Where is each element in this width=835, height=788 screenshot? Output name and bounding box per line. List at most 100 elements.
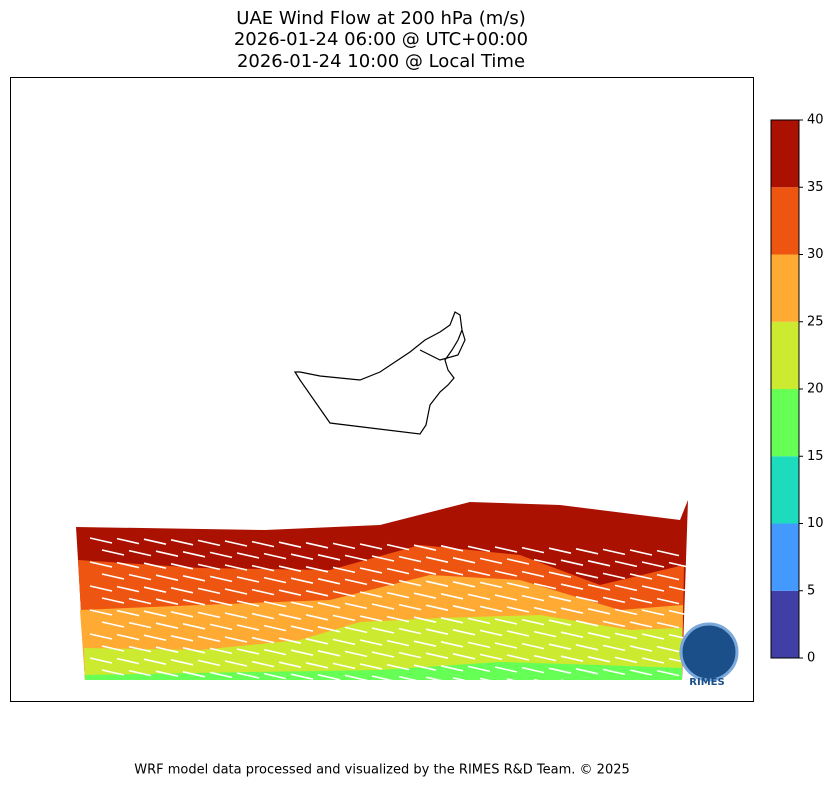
wind-arrow bbox=[317, 578, 341, 585]
wind-arrow bbox=[506, 582, 530, 589]
wind-arrow bbox=[116, 609, 140, 617]
wind-arrow bbox=[359, 663, 383, 670]
wind-arrow bbox=[440, 569, 464, 576]
wind-arrow bbox=[89, 585, 113, 592]
wind-arrow bbox=[533, 606, 557, 614]
wind-arrow bbox=[398, 651, 422, 659]
wind-arrow bbox=[629, 621, 653, 628]
wind-arrow bbox=[236, 552, 260, 559]
wind-arrow bbox=[263, 576, 287, 584]
wind-arrow bbox=[479, 557, 503, 565]
wind-arrow bbox=[251, 636, 275, 644]
colorbar-tick-label: 10 bbox=[807, 516, 824, 531]
wind-arrow bbox=[587, 560, 611, 567]
wind-arrow bbox=[224, 612, 248, 619]
wind-arrow bbox=[197, 635, 221, 643]
wind-arrow bbox=[170, 539, 194, 546]
wind-arrow bbox=[128, 669, 152, 677]
wind-arrow bbox=[533, 678, 557, 686]
wind-arrow bbox=[521, 618, 545, 626]
logo: RIMES bbox=[679, 622, 739, 688]
wind-arrow bbox=[116, 561, 140, 569]
colorbar-tick-label: 40 bbox=[807, 113, 824, 128]
wind-arrow bbox=[371, 603, 395, 610]
wind-arrow bbox=[533, 558, 557, 566]
title-line: 2026-01-24 10:00 @ Local Time bbox=[237, 51, 525, 72]
wind-arrow bbox=[236, 600, 260, 607]
wind-arrow bbox=[143, 562, 167, 569]
wind-arrow bbox=[467, 593, 491, 601]
wind-arrow bbox=[332, 614, 356, 622]
wind-arrow bbox=[209, 671, 233, 679]
wind-arrow bbox=[182, 671, 206, 678]
wind-arrow bbox=[182, 647, 206, 654]
wind-arrow bbox=[398, 675, 422, 683]
wind-arrow bbox=[89, 633, 113, 640]
wind-arrow bbox=[371, 627, 395, 634]
wind-arrow bbox=[155, 646, 179, 653]
wind-arrow bbox=[251, 612, 275, 620]
wind-arrow bbox=[602, 548, 626, 556]
wind-arrow bbox=[236, 672, 260, 679]
wind-arrow bbox=[467, 641, 491, 649]
colorbar-band bbox=[771, 590, 799, 658]
colorbar-band bbox=[771, 523, 799, 591]
wind-arrow bbox=[602, 620, 626, 628]
wind-arrow bbox=[116, 585, 140, 593]
wind-arrow bbox=[548, 547, 572, 554]
colorbar-tick-label: 0 bbox=[807, 651, 815, 666]
wind-arrow bbox=[359, 615, 383, 622]
title-line: 2026-01-24 06:00 @ UTC+00:00 bbox=[234, 29, 528, 50]
colorbar-band bbox=[771, 254, 799, 322]
wind-arrow bbox=[278, 661, 302, 668]
wind-arrow bbox=[587, 608, 611, 615]
wind-arrow bbox=[155, 622, 179, 629]
wind-arrow bbox=[506, 630, 530, 637]
wind-arrow bbox=[479, 653, 503, 661]
colorbar-band bbox=[771, 321, 799, 389]
wind-arrow bbox=[197, 539, 221, 547]
wind-arrow bbox=[182, 575, 206, 582]
wind-arrow bbox=[209, 647, 233, 655]
wind-arrow bbox=[602, 668, 626, 676]
wind-arrow bbox=[494, 618, 518, 625]
wind-arrow bbox=[101, 645, 125, 652]
wind-arrow bbox=[479, 629, 503, 637]
wind-arrow bbox=[521, 642, 545, 650]
wind-arrow bbox=[575, 668, 599, 675]
wind-arrow bbox=[236, 648, 260, 655]
wind-arrow bbox=[629, 549, 653, 556]
wind-arrow bbox=[89, 657, 113, 664]
wind-arrow bbox=[602, 596, 626, 604]
wind-arrow bbox=[452, 677, 476, 684]
wind-arrow bbox=[182, 623, 206, 630]
wind-arrow bbox=[560, 679, 584, 686]
wind-arrow bbox=[263, 600, 287, 608]
wind-arrow bbox=[332, 542, 356, 550]
wind-arrow bbox=[371, 555, 395, 562]
wind-arrow bbox=[155, 550, 179, 557]
wind-arrow bbox=[197, 659, 221, 667]
wind-arrow bbox=[332, 662, 356, 670]
logo-text: RIMES bbox=[689, 677, 724, 688]
footer: WRF model data processed and visualized … bbox=[134, 763, 630, 778]
wind-arrow bbox=[359, 543, 383, 550]
wind-arrow bbox=[359, 567, 383, 574]
wind-arrow bbox=[467, 569, 491, 577]
wind-arrow bbox=[143, 586, 167, 593]
wind-arrow bbox=[344, 650, 368, 658]
wind-arrow bbox=[425, 628, 449, 635]
wind-arrow bbox=[116, 537, 140, 545]
wind-arrow bbox=[614, 632, 638, 640]
wind-arrow bbox=[182, 551, 206, 558]
wind-arrow bbox=[560, 631, 584, 638]
wind-arrow bbox=[236, 576, 260, 583]
wind-arrow bbox=[587, 680, 611, 687]
wind-arrow bbox=[641, 561, 665, 568]
wind-field bbox=[76, 500, 692, 689]
wind-arrow bbox=[182, 599, 206, 606]
wind-arrow bbox=[413, 640, 437, 647]
wind-band bbox=[85, 662, 682, 680]
wind-arrow bbox=[332, 590, 356, 598]
wind-arrow bbox=[398, 603, 422, 611]
